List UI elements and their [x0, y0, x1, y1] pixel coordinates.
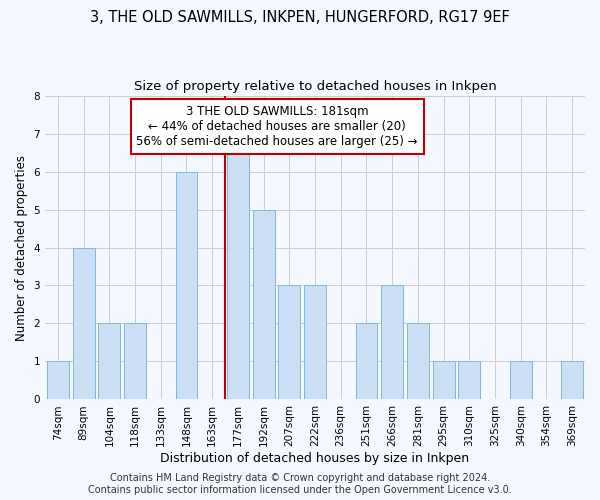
Bar: [510, 362, 532, 400]
Y-axis label: Number of detached properties: Number of detached properties: [15, 154, 28, 340]
Bar: [304, 286, 326, 400]
Bar: [356, 324, 377, 400]
Bar: [407, 324, 429, 400]
Bar: [433, 362, 455, 400]
X-axis label: Distribution of detached houses by size in Inkpen: Distribution of detached houses by size …: [160, 452, 470, 465]
Text: 3 THE OLD SAWMILLS: 181sqm
← 44% of detached houses are smaller (20)
56% of semi: 3 THE OLD SAWMILLS: 181sqm ← 44% of deta…: [136, 104, 418, 148]
Bar: [381, 286, 403, 400]
Bar: [278, 286, 300, 400]
Bar: [561, 362, 583, 400]
Bar: [124, 324, 146, 400]
Bar: [98, 324, 120, 400]
Text: 3, THE OLD SAWMILLS, INKPEN, HUNGERFORD, RG17 9EF: 3, THE OLD SAWMILLS, INKPEN, HUNGERFORD,…: [90, 10, 510, 25]
Bar: [458, 362, 480, 400]
Text: Contains HM Land Registry data © Crown copyright and database right 2024.
Contai: Contains HM Land Registry data © Crown c…: [88, 474, 512, 495]
Bar: [176, 172, 197, 400]
Bar: [253, 210, 275, 400]
Title: Size of property relative to detached houses in Inkpen: Size of property relative to detached ho…: [134, 80, 496, 93]
Bar: [73, 248, 95, 400]
Bar: [47, 362, 69, 400]
Bar: [227, 134, 249, 400]
